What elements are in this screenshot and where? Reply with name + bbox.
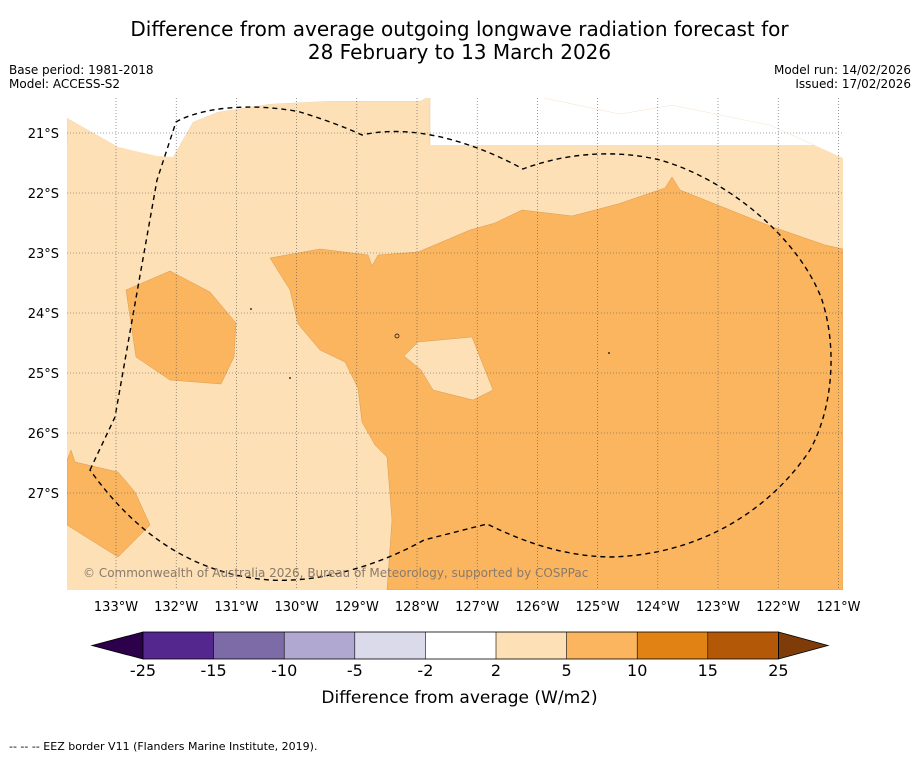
colorbar-bin <box>707 632 779 659</box>
island-dot <box>608 352 610 354</box>
colorbar-tick-label: -10 <box>271 661 297 680</box>
latitude-label: 22°S <box>28 187 59 202</box>
colorbar-tick-label: 10 <box>627 661 647 680</box>
colorbar-label: Difference from average (W/m2) <box>321 688 597 708</box>
colorbar-bin <box>496 632 567 659</box>
colorbar-bin <box>143 632 214 659</box>
longitude-label: 124°W <box>636 600 680 615</box>
colorbar-extend-low <box>90 631 144 660</box>
model-run-text: Model run: 14/02/2026 <box>773 63 911 77</box>
map-title-line2: 28 February to 13 March 2026 <box>307 40 612 64</box>
issued-text: Issued: 17/02/2026 <box>795 77 911 91</box>
meta-left: Base period: 1981-2018 Model: ACCESS-S2 <box>9 63 154 91</box>
eez-border <box>89 106 832 582</box>
island-dot <box>289 377 291 379</box>
map-plot-area <box>67 98 843 590</box>
latitude-label: 23°S <box>28 247 59 262</box>
longitude-label: 126°W <box>515 600 559 615</box>
colorbar-extend-high <box>778 631 830 660</box>
longitude-label: 125°W <box>576 600 620 615</box>
colorbar-bin <box>425 632 496 659</box>
latitude-label: 24°S <box>28 307 59 322</box>
island-dot <box>250 308 252 310</box>
longitude-label: 133°W <box>94 600 138 615</box>
anomaly-region-2-to-5-inner <box>403 336 494 401</box>
colorbar-tick-label: -2 <box>417 661 433 680</box>
anomaly-region-5-to-10-southwest <box>67 449 151 558</box>
longitude-label: 130°W <box>275 600 319 615</box>
colorbar-bin <box>637 632 708 659</box>
colorbar-tick-label: -25 <box>130 661 156 680</box>
longitude-labels: 133°W 132°W 131°W 130°W 129°W 128°W 127°W 126°W… <box>94 600 861 615</box>
latitude-label: 27°S <box>28 487 59 502</box>
colorbar-tick-label: 5 <box>562 661 572 680</box>
longitude-label: 129°W <box>335 600 379 615</box>
colorbar-bin <box>213 632 285 659</box>
longitude-label: 122°W <box>756 600 800 615</box>
latitude-label: 21°S <box>28 127 59 142</box>
latitude-labels: 21°S 22°S 23°S 24°S 25°S 26°S 27°S <box>28 127 59 502</box>
anomaly-blank-top <box>67 98 843 158</box>
colorbar-tick-label: -15 <box>201 661 227 680</box>
island-ring <box>394 333 400 339</box>
longitude-label: 127°W <box>455 600 499 615</box>
latitude-label: 25°S <box>28 367 59 382</box>
longitude-label: 123°W <box>696 600 740 615</box>
colorbar-tick-label: 2 <box>491 661 501 680</box>
colorbar-bin <box>354 632 426 659</box>
latitude-label: 26°S <box>28 427 59 442</box>
longitude-label: 121°W <box>816 600 860 615</box>
model-text: Model: ACCESS-S2 <box>9 77 121 91</box>
longitude-label: 131°W <box>214 600 258 615</box>
colorbar-bin <box>284 632 355 659</box>
copyright-text: © Commonwealth of Australia 2026, Bureau… <box>83 566 588 580</box>
longitude-label: 128°W <box>395 600 439 615</box>
colorbar-bin <box>566 632 638 659</box>
colorbar-tick-label: -5 <box>347 661 363 680</box>
colorbar-tick-label: 15 <box>698 661 718 680</box>
colorbar: -25 -15 -10 -5 -2 2 5 10 15 25 <box>90 631 830 680</box>
map-title-line1: Difference from average outgoing longwav… <box>130 17 789 41</box>
longitude-label: 132°W <box>154 600 198 615</box>
anomaly-region-5-to-10-main <box>269 176 843 590</box>
anomaly-region-5-to-10-west <box>125 270 237 385</box>
graticule <box>67 98 843 590</box>
map-title: Difference from average outgoing longwav… <box>0 18 919 64</box>
eez-footnote: -- -- -- EEZ border V11 (Flanders Marine… <box>9 740 318 753</box>
base-period-text: Base period: 1981-2018 <box>9 63 154 77</box>
colorbar-tick-label: 25 <box>768 661 788 680</box>
meta-right: Model run: 14/02/2026 Issued: 17/02/2026 <box>774 63 911 91</box>
